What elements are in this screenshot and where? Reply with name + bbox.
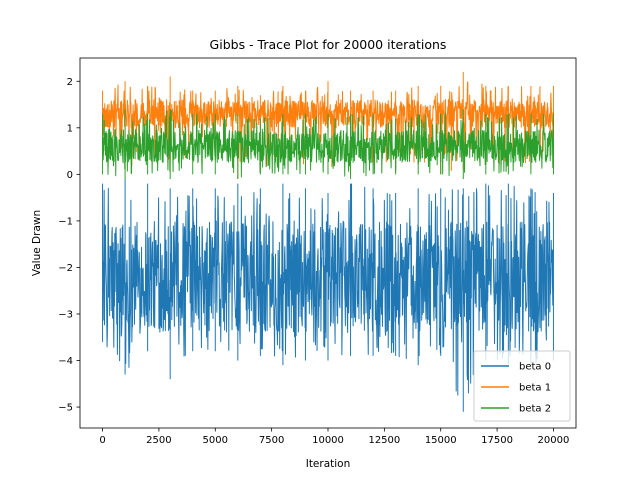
y-tick-label: −3 — [58, 309, 73, 320]
legend-label: beta 1 — [519, 383, 551, 394]
chart-title: Gibbs - Trace Plot for 20000 iterations — [210, 37, 447, 52]
legend-box — [473, 350, 571, 422]
x-tick-label: 10000 — [312, 435, 344, 446]
x-tick-label: 7500 — [259, 435, 284, 446]
y-tick-label: −2 — [58, 263, 73, 274]
y-tick-label: 2 — [67, 77, 73, 88]
x-tick-label: 0 — [99, 435, 105, 446]
x-axis-label: Iteration — [306, 458, 351, 470]
plot-area — [102, 71, 554, 412]
legend-label: beta 0 — [519, 362, 551, 373]
series-layer — [102, 71, 554, 412]
y-tick-label: −1 — [58, 216, 73, 227]
x-tick-label: 17500 — [481, 435, 513, 446]
x-axis: 0 2500 5000 7500 10000 12500 15000 17500 20000 — [99, 428, 569, 446]
y-axis: 2 1 0 −1 −2 −3 −4 −5 — [58, 77, 80, 414]
legend: beta 0 beta 1 beta 2 — [473, 350, 571, 422]
x-tick-label: 5000 — [203, 435, 228, 446]
x-tick-label: 20000 — [538, 435, 570, 446]
y-tick-label: 1 — [67, 123, 73, 134]
x-tick-label: 12500 — [368, 435, 400, 446]
x-tick-label: 15000 — [425, 435, 457, 446]
y-tick-label: −4 — [58, 356, 73, 367]
y-tick-label: −5 — [58, 403, 73, 414]
legend-label: beta 2 — [519, 404, 551, 415]
x-tick-label: 2500 — [146, 435, 171, 446]
y-axis-label: Value Drawn — [31, 210, 43, 276]
y-tick-label: 0 — [67, 170, 73, 181]
